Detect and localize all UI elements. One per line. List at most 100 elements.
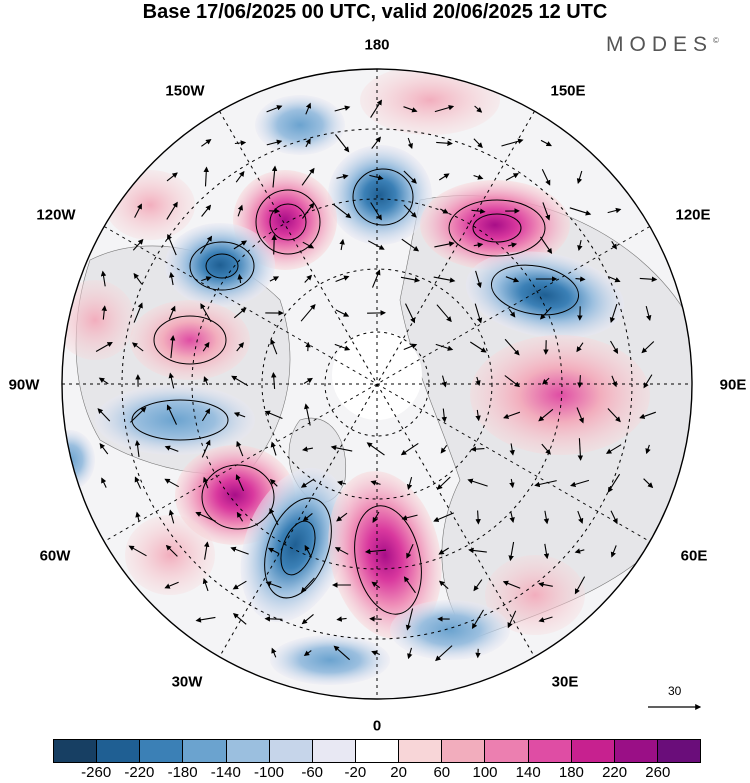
wind-vector xyxy=(372,511,380,523)
colorbar-tick-label: -260 xyxy=(81,764,112,781)
wind-vector xyxy=(201,139,212,147)
wind-vector xyxy=(200,235,213,254)
wind-vector xyxy=(95,341,113,352)
wind-vector xyxy=(475,270,482,289)
wind-vector xyxy=(330,445,353,452)
wind-vector xyxy=(266,105,283,113)
wind-vector xyxy=(577,438,584,461)
wind-vector xyxy=(474,303,483,324)
colorbar-cell xyxy=(614,740,658,762)
wind-vector xyxy=(164,478,179,488)
wind-vector xyxy=(131,342,144,352)
wind-vector xyxy=(233,240,248,250)
wind-vector xyxy=(577,375,583,388)
wind-vector xyxy=(435,645,453,662)
anomaly-neg-170w xyxy=(255,95,345,155)
wind-vector xyxy=(339,238,345,251)
wind-vector xyxy=(236,342,245,352)
wind-vector xyxy=(542,202,551,221)
wind-vector xyxy=(639,411,656,419)
wind-vector xyxy=(271,234,277,255)
wind-vector xyxy=(570,479,590,488)
wind-vector xyxy=(201,408,211,422)
wind-vector xyxy=(364,548,387,555)
wind-vector xyxy=(471,609,484,630)
wind-vector xyxy=(504,375,521,388)
wind-vector xyxy=(470,341,487,353)
wind-vector xyxy=(471,208,486,214)
wind-vector xyxy=(271,647,277,658)
wind-vector xyxy=(539,306,552,320)
wind-vector xyxy=(610,510,618,525)
wind-vector xyxy=(543,510,550,525)
wind-vector xyxy=(574,548,585,554)
wind-vector xyxy=(128,545,147,557)
colorbar-cell xyxy=(657,740,701,762)
anomaly-neg-20e xyxy=(390,600,510,660)
wind-vector xyxy=(133,272,143,285)
wind-vector xyxy=(610,340,619,354)
lon-label-90w: 90W xyxy=(8,376,40,394)
wind-vector xyxy=(509,443,515,456)
wind-vector xyxy=(166,233,177,256)
colorbar xyxy=(53,739,701,763)
wind-vector xyxy=(367,240,385,250)
wind-vector xyxy=(643,374,653,389)
wind-vector xyxy=(505,276,520,283)
wind-vector xyxy=(434,241,455,248)
wind-vector xyxy=(371,581,381,589)
wind-vector xyxy=(269,276,280,282)
anomaly-pos-20w xyxy=(328,471,442,639)
wind-vector xyxy=(203,541,210,560)
wind-vector xyxy=(403,576,416,594)
wind-vector xyxy=(201,204,212,217)
wind-vector xyxy=(475,376,481,387)
wind-vector xyxy=(301,202,315,219)
wind-vector xyxy=(168,372,175,389)
colorbar-tick-label: -220 xyxy=(124,764,155,781)
wind-vector xyxy=(264,616,283,622)
wind-vector xyxy=(440,444,448,454)
wind-vector xyxy=(645,305,652,321)
wind-vector xyxy=(271,165,278,188)
map-boundary xyxy=(61,68,693,700)
wind-vector xyxy=(508,541,515,562)
wind-vector xyxy=(436,304,452,323)
wind-vector xyxy=(610,545,617,558)
wind-vector xyxy=(609,303,618,324)
wind-vector xyxy=(576,170,583,185)
anomaly-neg-180 xyxy=(328,145,432,245)
wind-vector xyxy=(502,580,521,589)
wind-vector xyxy=(101,477,107,488)
wind-vector xyxy=(333,203,352,219)
wind-vector xyxy=(475,510,481,525)
wind-vector xyxy=(133,302,143,323)
wind-vector xyxy=(473,579,483,592)
wind-vector xyxy=(134,476,142,489)
polar-cap xyxy=(332,330,422,420)
wind-vector xyxy=(164,581,179,589)
wind-vector xyxy=(303,650,312,657)
colorbar-cell xyxy=(269,740,313,762)
wind-vector xyxy=(132,238,144,251)
wind-vector xyxy=(232,580,247,590)
colorbar-cell xyxy=(528,740,572,762)
colorbar-cell xyxy=(226,740,270,762)
wind-vector xyxy=(168,305,176,320)
wind-vector xyxy=(439,173,450,181)
wind-vector xyxy=(135,511,141,522)
wind-vector xyxy=(403,170,417,184)
wind-vector xyxy=(235,474,245,492)
wind-vector xyxy=(405,303,416,324)
colorbar-cell xyxy=(355,740,400,762)
wind-vector xyxy=(169,335,176,358)
wind-vector xyxy=(542,377,550,385)
wind-vector xyxy=(607,473,621,493)
wind-vector xyxy=(236,440,244,457)
wind-vectors xyxy=(95,99,658,662)
wind-vector xyxy=(509,478,515,489)
wind-vector xyxy=(270,372,277,389)
wind-vector xyxy=(441,375,447,388)
wind-vector xyxy=(334,134,350,153)
colorbar-cell xyxy=(442,740,486,762)
